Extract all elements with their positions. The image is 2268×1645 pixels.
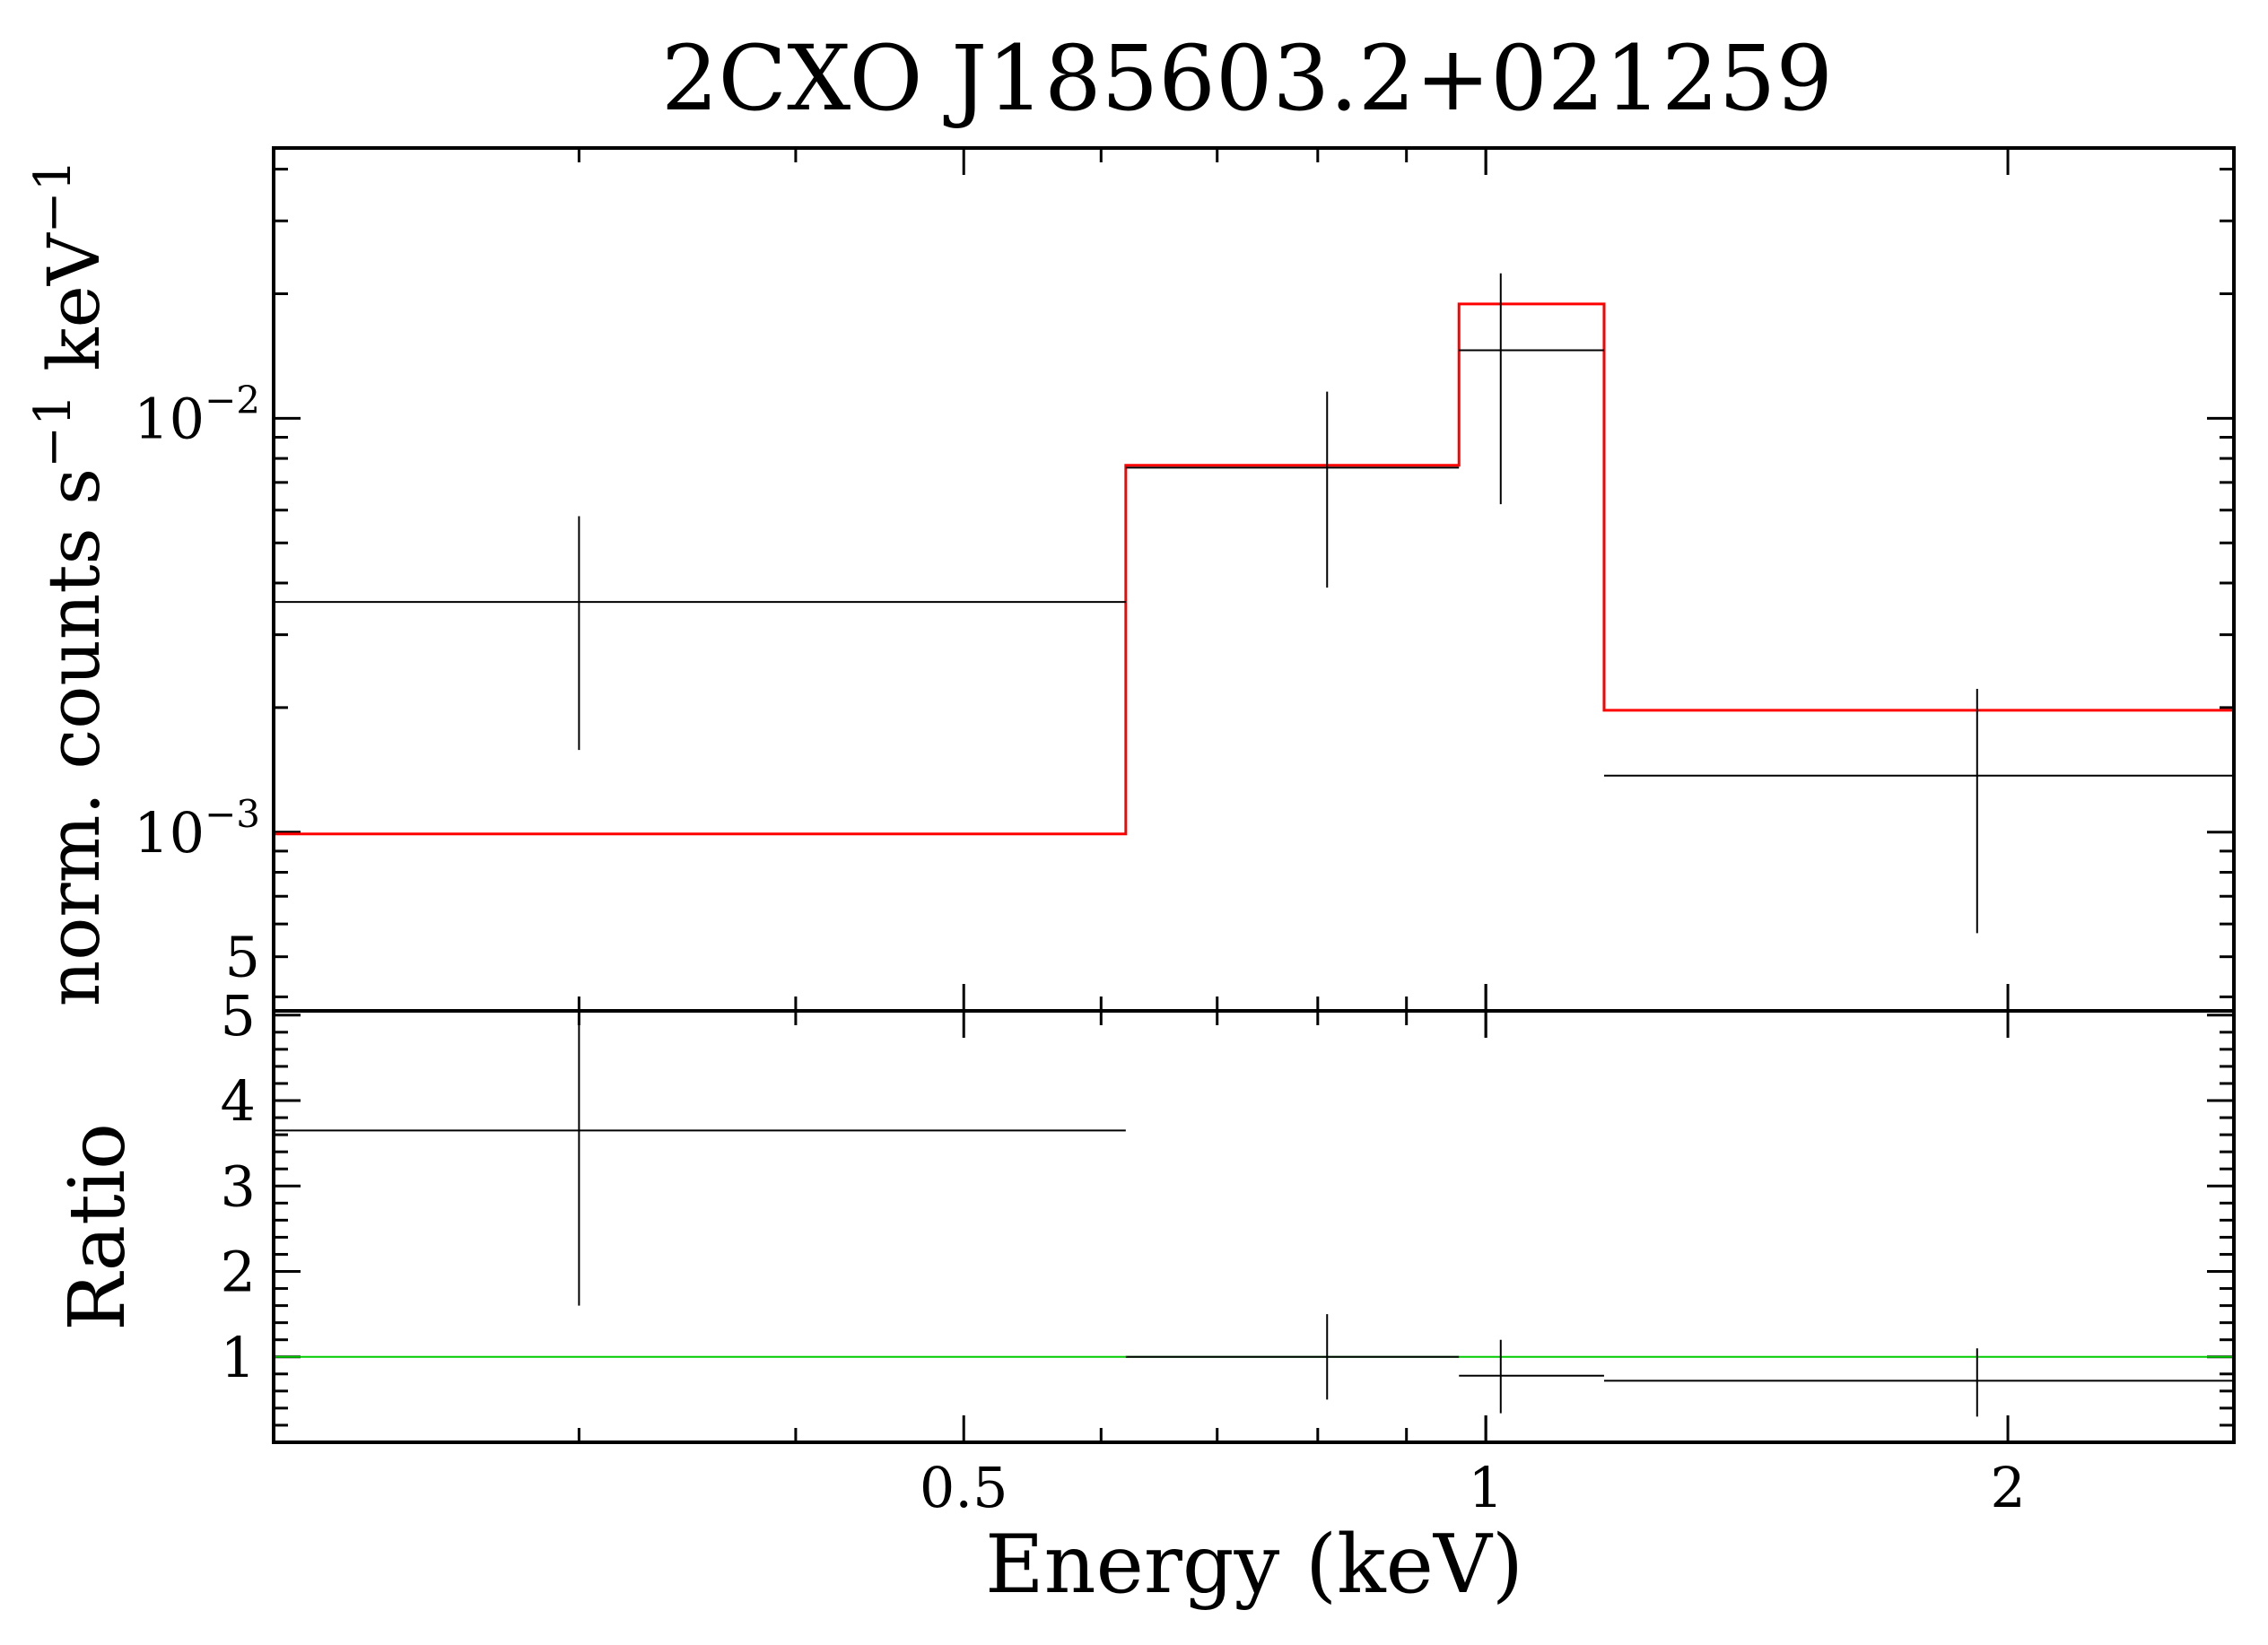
model-curve xyxy=(274,302,2234,836)
data-point xyxy=(1125,391,1460,588)
model-step-line xyxy=(274,302,2234,836)
x-tick-label: 2 xyxy=(1990,1455,2025,1520)
tick-mantissa: 10 xyxy=(134,800,205,866)
x-axis-label: Energy (keV) xyxy=(985,1518,1523,1612)
y-tick-label: 5 xyxy=(225,925,260,990)
x-tick-label: 1 xyxy=(1468,1455,1503,1520)
y-label-text: norm. counts s xyxy=(32,468,116,1006)
y-tick-label: 3 xyxy=(221,1153,256,1219)
y-tick-label: 1 xyxy=(221,1325,256,1390)
y-tick-label: 2 xyxy=(221,1240,256,1305)
spectrum-data-points xyxy=(274,273,2234,934)
ratio-data-points xyxy=(274,1011,2234,1417)
y-tick-label: 10−3 xyxy=(134,792,260,866)
y-label-exp: −1 xyxy=(24,160,83,234)
ratio-point xyxy=(1459,1339,1604,1414)
tick-mantissa: 10 xyxy=(134,386,205,451)
ratio-panel: 1 2 3 4 5 0.5 1 2 xyxy=(221,983,2236,1520)
data-point xyxy=(1603,688,2234,934)
y-label-exp: −1 xyxy=(24,394,83,468)
y-tick-label: 5 xyxy=(221,983,256,1049)
ratio-point xyxy=(1125,1314,1460,1400)
y-label-text: keV xyxy=(32,232,116,394)
ratio-y-axis-label: Ratio xyxy=(53,1123,143,1331)
ratio-plot-frame xyxy=(272,1009,2236,1444)
y-tick-label: 10−2 xyxy=(134,378,260,451)
x-tick-label: 0.5 xyxy=(920,1455,1008,1520)
ratio-ticks xyxy=(274,1011,2234,1442)
spectrum-y-axis-label: norm. counts s−1 keV−1 xyxy=(24,160,116,1007)
chart-title: 2CXO J185603.2+021259 xyxy=(661,26,1833,131)
spectrum-plot-frame xyxy=(272,146,2236,1013)
ratio-y-tick-labels: 1 2 3 4 5 xyxy=(221,983,256,1390)
spectrum-y-tick-labels: 10−210−35 xyxy=(134,378,260,989)
tick-exponent: −2 xyxy=(205,378,260,422)
spectrum-panel: 10−210−35 xyxy=(134,146,2236,1013)
data-point xyxy=(274,516,1126,751)
tick-exponent: −3 xyxy=(205,792,260,836)
ratio-point xyxy=(274,1011,1126,1306)
x-tick-labels: 0.5 1 2 xyxy=(920,1455,2026,1520)
ratio-point xyxy=(1603,1348,2234,1417)
spectrum-ticks xyxy=(274,148,2234,1011)
data-point xyxy=(1459,273,1604,505)
y-tick-label: 4 xyxy=(221,1068,256,1134)
